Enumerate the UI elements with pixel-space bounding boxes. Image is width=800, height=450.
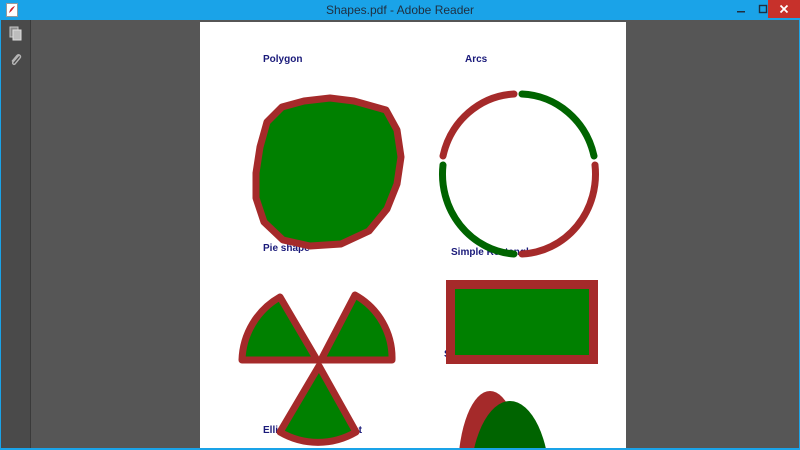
label-arcs: Arcs: [465, 54, 488, 65]
paperclip-icon: [11, 54, 22, 66]
pagination-ellipse-front: [474, 401, 546, 448]
arc-bottom-right: [518, 161, 599, 258]
arcs-shape: [439, 90, 599, 258]
title-bar[interactable]: Shapes.pdf - Adobe Reader: [0, 0, 800, 20]
minimize-icon: [737, 11, 745, 13]
pagination-shape: [459, 391, 546, 448]
maximize-button[interactable]: [750, 0, 776, 18]
arc-top-right: [518, 90, 598, 160]
polygon-shape: [252, 94, 405, 250]
window-title: Shapes.pdf - Adobe Reader: [325, 3, 475, 17]
maximize-icon: [758, 4, 768, 14]
pdf-page[interactable]: Polygon Arcs Pie shape Simple Rectangle …: [200, 22, 626, 448]
arc-top-left: [439, 90, 518, 160]
navigation-pane: [1, 20, 31, 448]
pie-slice-right: [317, 291, 396, 364]
pages-icon: [9, 26, 22, 41]
label-pie-shape: Pie shape: [263, 243, 310, 254]
pie-slice-bottom: [276, 362, 360, 446]
page-canvas: Polygon Arcs Pie shape Simple Rectangle …: [238, 54, 599, 448]
attachments-panel-button[interactable]: [6, 50, 26, 70]
close-icon: [779, 4, 789, 14]
arc-bottom-left: [439, 161, 518, 258]
pages-panel-button[interactable]: [6, 24, 26, 44]
adobe-reader-icon: [6, 3, 18, 17]
pie-slice-left: [238, 293, 321, 364]
simple-rectangle-shape: [446, 280, 598, 364]
close-button[interactable]: [768, 0, 800, 18]
label-polygon: Polygon: [263, 54, 302, 65]
pie-shape: [238, 291, 396, 446]
document-viewer[interactable]: Polygon Arcs Pie shape Simple Rectangle …: [0, 20, 800, 448]
minimize-button[interactable]: [728, 0, 754, 18]
